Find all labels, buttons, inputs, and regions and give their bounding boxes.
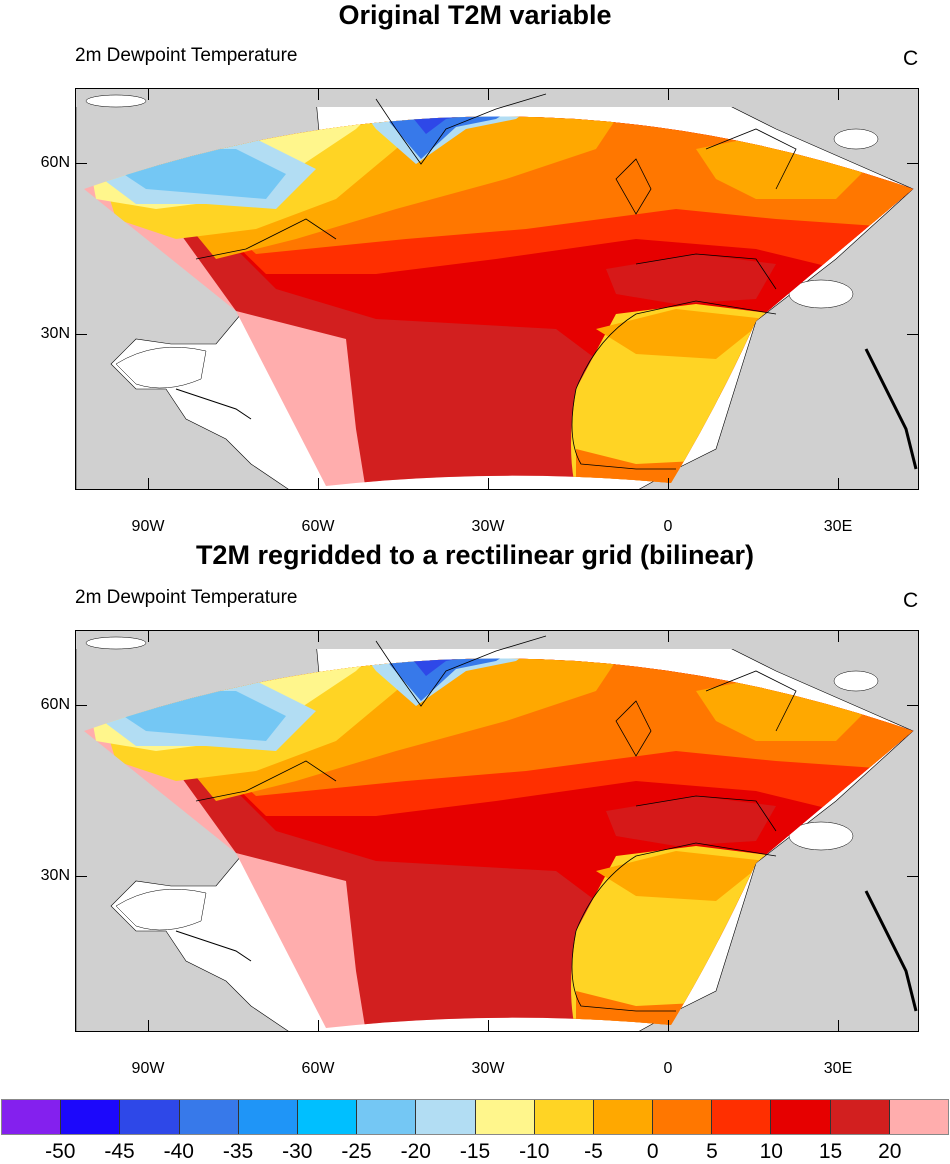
lon-tick-mark [668,478,669,490]
panel-2-units: C [903,589,919,612]
panel-2-map-graphic [76,631,919,1032]
colorbar-box [593,1100,654,1134]
colorbar [1,1099,949,1135]
colorbar-box [830,1100,890,1134]
colorbar-box [416,1100,476,1134]
colorbar-label: 15 [818,1140,843,1163]
colorbar-box [120,1100,180,1134]
panel-2-subtitle: 2m Dewpoint Temperature [75,587,298,608]
lon-tick-mark [488,630,489,642]
lon-tick-mark [838,478,839,490]
lon-tick-label: 0 [663,518,673,535]
lat-tick-mark [907,334,919,335]
lon-tick-label: 30E [823,518,853,535]
colorbar-box [475,1100,535,1134]
lat-tick-label: 30N [40,325,70,342]
lon-tick-mark [148,478,149,490]
panel-1-subtitle: 2m Dewpoint Temperature [75,45,298,66]
colorbar-box [712,1100,772,1134]
lat-tick-mark [75,334,87,335]
lat-tick-mark [907,876,919,877]
lon-tick-label: 60W [301,518,335,535]
lon-tick-label: 90W [131,1060,165,1077]
lon-tick-label: 30W [471,1060,505,1077]
colorbar-label: -45 [104,1140,135,1163]
lon-tick-label: 90W [131,518,165,535]
colorbar-box [179,1100,239,1134]
lon-tick-mark [488,88,489,100]
lat-tick-mark [907,705,919,706]
lon-tick-mark [318,88,319,100]
colorbar-label: 5 [706,1140,718,1163]
lon-tick-mark [148,630,149,642]
colorbar-label: -35 [222,1140,254,1163]
lon-tick-mark [838,88,839,100]
lon-tick-label: 30E [823,1060,853,1077]
lat-tick-mark [75,876,87,877]
lat-tick-label: 30N [40,867,70,884]
colorbar-label: -25 [341,1140,372,1163]
lon-tick-label: 30W [471,518,505,535]
colorbar-box [534,1100,594,1134]
colorbar-label: -50 [45,1140,76,1163]
panel-2-map [75,630,919,1032]
lat-tick-mark [75,705,87,706]
lon-tick-mark [318,630,319,642]
lon-tick-mark [488,1020,489,1032]
colorbar-box [61,1100,121,1134]
colorbar-box [297,1100,358,1134]
panel-1-map [75,88,919,490]
panel-1-units: C [903,47,919,70]
colorbar-label: -10 [519,1140,550,1163]
panel-1-map-graphic [76,89,919,490]
lon-tick-mark [148,88,149,100]
lon-tick-mark [668,630,669,642]
lon-tick-mark [838,630,839,642]
colorbar-label: 0 [646,1140,659,1163]
colorbar-label: -30 [282,1140,313,1163]
lat-tick-mark [907,163,919,164]
colorbar-label: -5 [584,1140,603,1163]
colorbar-box [771,1100,831,1134]
lon-tick-mark [668,88,669,100]
colorbar-label: 20 [878,1140,902,1163]
colorbar-box [238,1100,298,1134]
lon-tick-mark [488,478,489,490]
lat-tick-mark [75,163,87,164]
lon-tick-mark [148,1020,149,1032]
colorbar-label: -40 [163,1140,194,1163]
lon-tick-mark [318,478,319,490]
lon-tick-label: 60W [301,1060,335,1077]
lon-tick-label: 0 [663,1060,673,1077]
panel-1-title: Original T2M variable [338,0,612,30]
lon-tick-mark [838,1020,839,1032]
colorbar-box [653,1100,713,1134]
colorbar-label: -15 [459,1140,491,1163]
colorbar-box [2,1100,62,1134]
panel-2-title: T2M regridded to a rectilinear grid (bil… [195,540,755,570]
lat-tick-label: 60N [40,696,70,713]
lat-tick-label: 60N [40,154,70,171]
colorbar-label: 10 [759,1140,783,1163]
lon-tick-mark [668,1020,669,1032]
colorbar-box [357,1100,417,1134]
colorbar-box [889,1100,948,1134]
colorbar-label: -20 [400,1140,431,1163]
lon-tick-mark [318,1020,319,1032]
